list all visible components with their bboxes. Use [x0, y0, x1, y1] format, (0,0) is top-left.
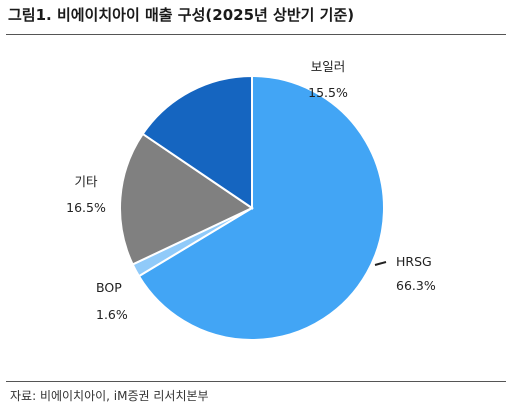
slice-label: 보일러 [311, 59, 346, 74]
pie-slice-1 [137, 74, 385, 341]
chart-title: 그림1. 비에이치아이 매출 구성(2025년 상반기 기준) [8, 6, 355, 24]
slice-label: HRSG [396, 254, 432, 269]
leader-lines [374, 261, 387, 266]
bottom-divider [6, 381, 506, 382]
pie-slice-3 [119, 132, 255, 266]
slice-value-label: 66.3% [396, 278, 436, 293]
slice-value-label: 1.6% [96, 307, 128, 322]
slice-label: BOP [96, 280, 122, 295]
pie-slices [119, 74, 385, 341]
slice-labels: HRSG 66.3% BOP 1.6% 기타 16.5% 보일러 15.5% [66, 59, 436, 322]
slice-label: 기타 [74, 174, 98, 189]
slice-value-label: 16.5% [66, 200, 106, 215]
slice-value-label: 15.5% [308, 85, 348, 100]
pie-slice-4 [141, 74, 253, 210]
source-note: 자료: 비에이치아이, iM증권 리서치본부 [10, 389, 209, 403]
top-divider [6, 34, 506, 35]
leader-line [374, 261, 387, 266]
